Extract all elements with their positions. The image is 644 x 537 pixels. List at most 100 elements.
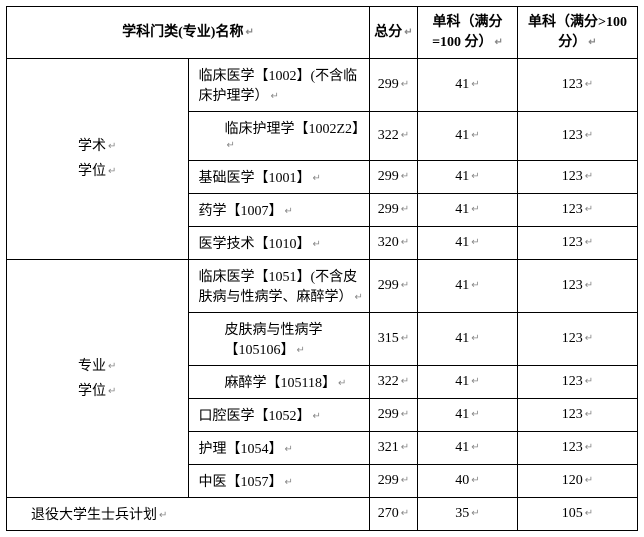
sub2-score-text: 123 bbox=[562, 374, 593, 389]
subject-name: 医学技术【1010】 bbox=[188, 227, 370, 260]
total-score: 299 bbox=[370, 194, 418, 227]
table-row: 专业学位临床医学【1051】(不含皮肤病与性病学、麻醉学）29941123 bbox=[7, 260, 638, 313]
sub2-score: 123 bbox=[518, 399, 638, 432]
subject-name-text: 临床医学【1051】(不含皮肤病与性病学、麻醉学） bbox=[199, 270, 363, 305]
total-score: 315 bbox=[370, 313, 418, 366]
subject-name-text: 护理【1054】 bbox=[199, 442, 293, 457]
sub2-score: 123 bbox=[518, 227, 638, 260]
sub1-score: 41 bbox=[418, 313, 518, 366]
footer-total-text: 270 bbox=[378, 506, 409, 521]
category-label-text: 学位 bbox=[78, 164, 116, 179]
total-score: 322 bbox=[370, 112, 418, 161]
sub1-score-text: 41 bbox=[455, 278, 479, 293]
sub1-score-text: 41 bbox=[455, 128, 479, 143]
footer-sub1-text: 35 bbox=[455, 506, 479, 521]
footer-name-text: 退役大学生士兵计划 bbox=[31, 508, 167, 523]
sub1-score: 41 bbox=[418, 366, 518, 399]
sub1-score-text: 41 bbox=[455, 169, 479, 184]
sub2-score: 123 bbox=[518, 59, 638, 112]
sub1-score: 41 bbox=[418, 112, 518, 161]
total-score-text: 299 bbox=[378, 169, 409, 184]
total-score-text: 299 bbox=[378, 407, 409, 422]
table-row: 学术学位临床医学【1002】(不含临床护理学）29941123 bbox=[7, 59, 638, 112]
footer-name: 退役大学生士兵计划 bbox=[7, 498, 370, 531]
subject-name: 麻醉学【105118】 bbox=[188, 366, 370, 399]
sub1-score-text: 41 bbox=[455, 407, 479, 422]
total-score: 321 bbox=[370, 432, 418, 465]
header-sub2: 单科（满分>100 分） bbox=[518, 7, 638, 59]
sub2-score-text: 123 bbox=[562, 440, 593, 455]
sub2-score: 123 bbox=[518, 366, 638, 399]
footer-total: 270 bbox=[370, 498, 418, 531]
sub1-score-text: 40 bbox=[455, 473, 479, 488]
sub2-score-text: 123 bbox=[562, 278, 593, 293]
footer-sub1: 35 bbox=[418, 498, 518, 531]
sub1-score: 41 bbox=[418, 399, 518, 432]
subject-name: 口腔医学【1052】 bbox=[188, 399, 370, 432]
subject-name: 皮肤病与性病学【105106】 bbox=[188, 313, 370, 366]
sub1-score: 41 bbox=[418, 194, 518, 227]
total-score-text: 320 bbox=[378, 235, 409, 250]
subject-name: 临床医学【1002】(不含临床护理学） bbox=[188, 59, 370, 112]
sub2-score-text: 123 bbox=[562, 77, 593, 92]
footer-row: 退役大学生士兵计划 270 35 105 bbox=[7, 498, 638, 531]
header-name: 学科门类(专业)名称 bbox=[7, 7, 370, 59]
subject-name-text: 皮肤病与性病学【105106】 bbox=[225, 323, 323, 358]
subject-name-text: 麻醉学【105118】 bbox=[225, 376, 347, 391]
footer-sub2: 105 bbox=[518, 498, 638, 531]
header-sub2-text: 单科（满分>100 分） bbox=[528, 15, 627, 50]
total-score-text: 322 bbox=[378, 374, 409, 389]
sub2-score: 123 bbox=[518, 432, 638, 465]
sub2-score-text: 123 bbox=[562, 407, 593, 422]
sub2-score-text: 123 bbox=[562, 235, 593, 250]
sub1-score-text: 41 bbox=[455, 202, 479, 217]
footer-sub2-text: 105 bbox=[562, 506, 593, 521]
sub2-score-text: 123 bbox=[562, 331, 593, 346]
category-label-text: 学术 bbox=[78, 139, 116, 154]
total-score: 299 bbox=[370, 465, 418, 498]
subject-name: 临床医学【1051】(不含皮肤病与性病学、麻醉学） bbox=[188, 260, 370, 313]
subject-name-text: 口腔医学【1052】 bbox=[199, 409, 321, 424]
total-score: 299 bbox=[370, 59, 418, 112]
subject-name: 基础医学【1001】 bbox=[188, 161, 370, 194]
sub1-score: 40 bbox=[418, 465, 518, 498]
header-total-text: 总分 bbox=[374, 25, 412, 40]
category-label-text: 专业 bbox=[78, 359, 116, 374]
subject-name: 临床护理学【1002Z2】 bbox=[188, 112, 370, 161]
sub2-score: 123 bbox=[518, 161, 638, 194]
subject-name-text: 中医【1057】 bbox=[199, 475, 293, 490]
category-label: 专业学位 bbox=[7, 260, 189, 498]
total-score: 322 bbox=[370, 366, 418, 399]
sub1-score: 41 bbox=[418, 432, 518, 465]
header-sub1: 单科（满分=100 分） bbox=[418, 7, 518, 59]
header-row: 学科门类(专业)名称 总分 单科（满分=100 分） 单科（满分>100 分） bbox=[7, 7, 638, 59]
sub1-score: 41 bbox=[418, 161, 518, 194]
subject-name-text: 药学【1007】 bbox=[199, 204, 293, 219]
total-score: 299 bbox=[370, 399, 418, 432]
sub2-score: 123 bbox=[518, 313, 638, 366]
total-score-text: 299 bbox=[378, 77, 409, 92]
total-score-text: 299 bbox=[378, 473, 409, 488]
total-score-text: 299 bbox=[378, 202, 409, 217]
sub1-score-text: 41 bbox=[455, 331, 479, 346]
sub2-score-text: 123 bbox=[562, 128, 593, 143]
total-score: 299 bbox=[370, 161, 418, 194]
sub1-score-text: 41 bbox=[455, 77, 479, 92]
subject-name-text: 临床医学【1002】(不含临床护理学） bbox=[199, 69, 358, 104]
total-score-text: 315 bbox=[378, 331, 409, 346]
sub2-score-text: 123 bbox=[562, 202, 593, 217]
sub1-score: 41 bbox=[418, 59, 518, 112]
sub1-score: 41 bbox=[418, 260, 518, 313]
sub1-score-text: 41 bbox=[455, 440, 479, 455]
total-score-text: 322 bbox=[378, 128, 409, 143]
subject-name: 中医【1057】 bbox=[188, 465, 370, 498]
header-sub1-text: 单科（满分=100 分） bbox=[432, 15, 503, 50]
total-score-text: 299 bbox=[378, 278, 409, 293]
sub2-score-text: 123 bbox=[562, 169, 593, 184]
category-label: 学术学位 bbox=[7, 59, 189, 260]
sub2-score: 123 bbox=[518, 260, 638, 313]
admission-score-table: 学科门类(专业)名称 总分 单科（满分=100 分） 单科（满分>100 分） … bbox=[6, 6, 638, 531]
header-total: 总分 bbox=[370, 7, 418, 59]
subject-name-text: 临床护理学【1002Z2】 bbox=[225, 122, 367, 153]
header-name-text: 学科门类(专业)名称 bbox=[122, 25, 254, 40]
